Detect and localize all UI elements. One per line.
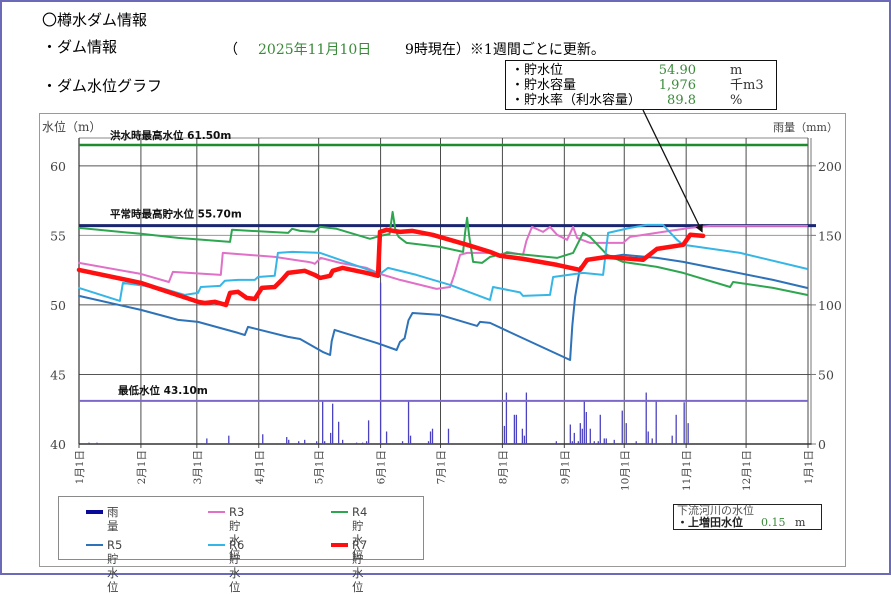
water-level-chart: 洪水時最高水位 61.50m 平常時最高貯水位 55.70m 最低水位 43.10m… <box>42 109 842 491</box>
right-axis-title: 雨量（mm） <box>773 121 838 134</box>
update-date: 2025年11月10日 <box>258 42 372 58</box>
left-axis-title: 水位（m） <box>42 119 101 134</box>
chart-legend: 雨 量 R3貯水位 R4貯水位 R5貯水位 R6貯水位 R7貯水位 <box>58 496 424 594</box>
summary-row-water-level: ・貯水位 54.90 m <box>506 63 776 78</box>
x-tick-label: 5月1日 <box>314 450 326 484</box>
plot-area <box>79 138 808 444</box>
dam-info-label: ・ダム情報 <box>42 38 118 56</box>
summary-row-storage-rate: ・貯水率（利水容量） 89.8 % <box>506 93 776 108</box>
x-tick-label: 2月1日 <box>136 450 148 484</box>
summary-unit: 千m3 <box>730 78 764 93</box>
summary-value: 89.8 <box>667 93 696 108</box>
legend-swatch <box>331 543 348 547</box>
reference-line-label: 洪水時最高水位 61.50m <box>110 129 231 142</box>
update-note: 9時現在）※1週間ごとに更新。 <box>405 42 605 58</box>
x-tick-label: 3月1日 <box>192 450 204 484</box>
series-line-R6貯水位 <box>78 223 808 302</box>
summary-label: ・貯水容量 <box>511 78 577 93</box>
series-line-R3貯水位 <box>78 224 808 290</box>
summary-unit: % <box>730 93 743 108</box>
legend-label: R6貯水位 <box>229 538 245 594</box>
left-tick-label: 50 <box>50 298 66 313</box>
downstream-value: 0.15 <box>761 516 786 529</box>
downstream-station-label: ・上増田水位 <box>677 516 743 529</box>
right-tick-label: 0 <box>818 437 826 452</box>
storage-summary-box: ・貯水位 54.90 m ・貯水容量 1,976 千m3 ・貯水率（利水容量） … <box>505 60 777 110</box>
summary-label: ・貯水位 <box>511 63 564 78</box>
x-tick-label: 7月1日 <box>436 450 448 484</box>
downstream-title: 下流河川の水位 <box>677 504 754 517</box>
legend-label: R3貯水位 <box>229 505 245 561</box>
x-tick-label: 6月1日 <box>376 450 388 484</box>
x-tick-label: 4月1日 <box>254 450 266 484</box>
summary-value: 54.90 <box>658 63 696 78</box>
x-tick-label: 11月1日 <box>681 450 693 491</box>
legend-swatch <box>86 544 103 546</box>
left-tick-label: 60 <box>50 159 66 174</box>
x-tick-label: 1月1日 <box>803 450 815 484</box>
summary-label: ・貯水率（利水容量） <box>511 93 642 108</box>
left-tick-label: 55 <box>50 228 66 243</box>
x-tick-label: 1月1日 <box>74 450 86 484</box>
summary-unit: m <box>730 63 743 78</box>
right-tick-label: 150 <box>818 228 842 243</box>
legend-label: R7貯水位 <box>352 538 368 594</box>
x-tick-label: 8月1日 <box>497 450 509 484</box>
downstream-unit: m <box>795 516 806 529</box>
downstream-level-box: 下流河川の水位 ・上増田水位 0.15 m <box>673 504 822 530</box>
legend-swatch <box>86 510 103 514</box>
summary-row-storage-volume: ・貯水容量 1,976 千m3 <box>506 78 776 93</box>
left-tick-label: 40 <box>50 437 66 452</box>
legend-swatch <box>208 544 225 546</box>
legend-swatch <box>208 511 225 513</box>
page-title: 〇樽水ダム情報 <box>42 11 148 29</box>
left-tick-label: 45 <box>50 367 66 382</box>
legend-swatch <box>331 511 348 513</box>
reference-line-label: 平常時最高貯水位 55.70m <box>110 208 242 221</box>
x-tick-label: 9月1日 <box>559 450 571 484</box>
right-tick-label: 200 <box>818 159 842 174</box>
x-tick-label: 10月1日 <box>619 450 631 491</box>
right-tick-label: 100 <box>818 298 842 313</box>
graph-section-label: ・ダム水位グラフ <box>42 77 163 95</box>
right-tick-label: 50 <box>818 367 834 382</box>
date-open-paren: （ <box>224 42 238 58</box>
legend-label: R5貯水位 <box>107 538 123 594</box>
page-frame <box>0 0 891 575</box>
summary-value: 1,976 <box>658 78 696 93</box>
series-line-R7貯水位 <box>76 227 706 308</box>
legend-label: 雨 量 <box>107 505 130 533</box>
annotation-arrow <box>642 109 703 233</box>
reference-line-label: 最低水位 43.10m <box>118 384 208 397</box>
legend-label: R4貯水位 <box>352 505 368 561</box>
x-tick-label: 12月1日 <box>741 450 753 491</box>
